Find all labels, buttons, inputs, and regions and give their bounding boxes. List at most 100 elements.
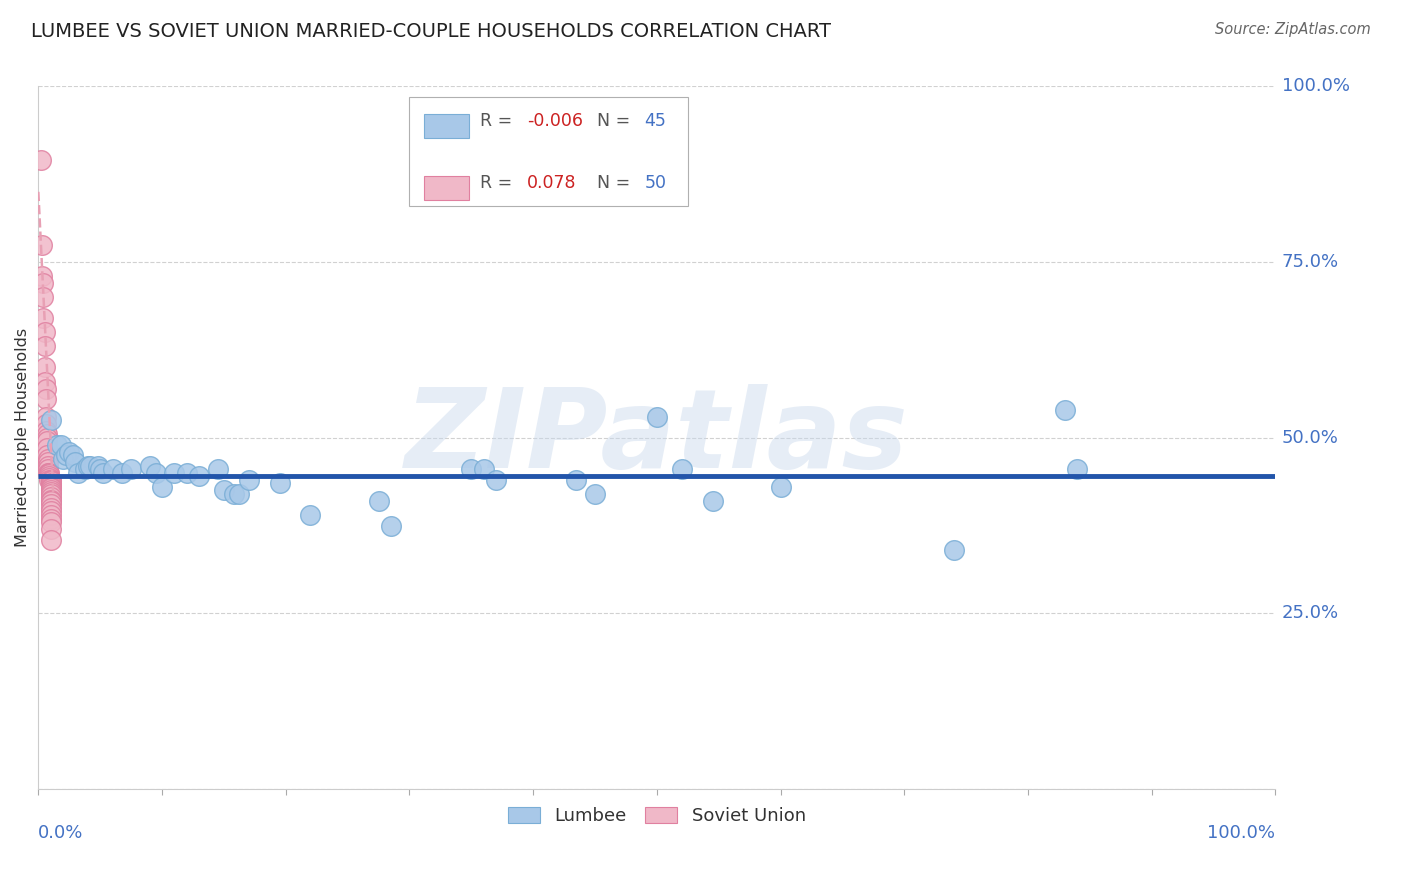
Text: 50: 50 — [644, 175, 666, 193]
Point — [37, 462, 59, 476]
Point — [39, 475, 62, 489]
Point — [188, 469, 211, 483]
Point — [39, 481, 62, 495]
Point — [238, 473, 260, 487]
Point — [62, 448, 84, 462]
Point — [35, 417, 58, 431]
Text: 50.0%: 50.0% — [1281, 429, 1339, 447]
Text: ZIPatlas: ZIPatlas — [405, 384, 908, 491]
Text: 100.0%: 100.0% — [1208, 824, 1275, 842]
Text: 75.0%: 75.0% — [1281, 253, 1339, 271]
Point — [583, 487, 606, 501]
Point — [91, 466, 114, 480]
Point — [45, 438, 67, 452]
Point — [75, 462, 97, 476]
Point — [55, 448, 77, 462]
Point — [58, 444, 80, 458]
Point — [228, 487, 250, 501]
Text: 25.0%: 25.0% — [1281, 605, 1339, 623]
Point — [65, 455, 87, 469]
Point — [176, 466, 198, 480]
Point — [35, 434, 58, 449]
Point — [32, 311, 55, 326]
Point — [1054, 402, 1077, 417]
Point — [35, 409, 58, 424]
Point — [39, 498, 62, 512]
Point — [37, 451, 59, 466]
Text: R =: R = — [479, 112, 517, 130]
Point — [138, 458, 160, 473]
Point — [212, 483, 235, 498]
Point — [86, 458, 108, 473]
Point — [269, 476, 291, 491]
Text: 0.078: 0.078 — [527, 175, 576, 193]
Point — [35, 427, 58, 442]
Point — [76, 458, 98, 473]
Point — [39, 483, 62, 498]
Point — [472, 462, 495, 476]
Point — [32, 276, 55, 290]
Y-axis label: Married-couple Households: Married-couple Households — [15, 328, 30, 548]
Point — [39, 491, 62, 505]
Point — [702, 494, 724, 508]
Point — [37, 455, 59, 469]
Text: 45: 45 — [644, 112, 666, 130]
Point — [39, 473, 62, 487]
Point — [39, 508, 62, 522]
Text: Source: ZipAtlas.com: Source: ZipAtlas.com — [1215, 22, 1371, 37]
Point — [942, 543, 965, 558]
Point — [37, 466, 59, 480]
Point — [111, 466, 134, 480]
Point — [38, 466, 60, 480]
Point — [38, 469, 60, 483]
Text: N =: N = — [598, 175, 637, 193]
Text: -0.006: -0.006 — [527, 112, 583, 130]
Point — [39, 413, 62, 427]
Point — [39, 515, 62, 529]
Point — [79, 458, 101, 473]
Point — [163, 466, 186, 480]
Point — [565, 473, 588, 487]
Point — [39, 494, 62, 508]
Point — [30, 153, 52, 168]
Point — [34, 326, 56, 340]
Point — [89, 462, 111, 476]
Point — [671, 462, 693, 476]
Point — [39, 477, 62, 491]
Text: 0.0%: 0.0% — [38, 824, 84, 842]
Point — [35, 448, 58, 462]
Point — [39, 484, 62, 499]
Point — [35, 442, 58, 456]
Point — [101, 462, 124, 476]
Point — [769, 480, 792, 494]
Point — [645, 409, 668, 424]
FancyBboxPatch shape — [425, 177, 468, 200]
Point — [37, 458, 59, 473]
Point — [39, 522, 62, 536]
Point — [39, 511, 62, 525]
Point — [380, 518, 402, 533]
Point — [39, 500, 62, 515]
Point — [460, 462, 482, 476]
Point — [207, 462, 229, 476]
Point — [38, 473, 60, 487]
Point — [34, 360, 56, 375]
Point — [120, 462, 142, 476]
Point — [299, 508, 322, 522]
Point — [32, 290, 55, 304]
Point — [150, 480, 173, 494]
Point — [35, 382, 58, 396]
Point — [38, 471, 60, 485]
Point — [39, 492, 62, 507]
Point — [34, 375, 56, 389]
Text: LUMBEE VS SOVIET UNION MARRIED-COUPLE HOUSEHOLDS CORRELATION CHART: LUMBEE VS SOVIET UNION MARRIED-COUPLE HO… — [31, 22, 831, 41]
Point — [35, 424, 58, 438]
Point — [31, 237, 53, 252]
Point — [39, 480, 62, 494]
Point — [1066, 462, 1088, 476]
Point — [34, 339, 56, 353]
Legend: Lumbee, Soviet Union: Lumbee, Soviet Union — [501, 800, 813, 832]
Point — [35, 392, 58, 406]
Point — [66, 466, 89, 480]
Point — [39, 487, 62, 501]
